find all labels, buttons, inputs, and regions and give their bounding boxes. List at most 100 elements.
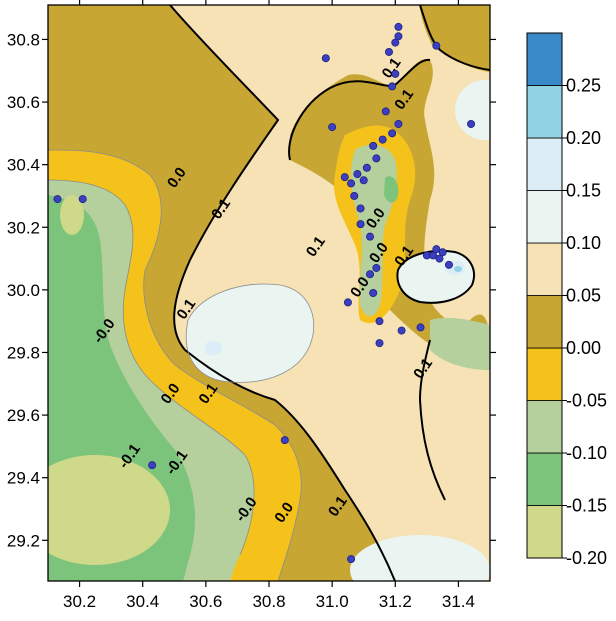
- colorbar-swatch: [526, 242, 563, 296]
- colorbar-label: 0.05: [566, 286, 601, 306]
- y-tick-label: 29.8: [7, 343, 40, 362]
- data-point: [438, 248, 447, 257]
- contour-line-0.1-main: [169, 5, 396, 581]
- colorbar-swatch: [526, 190, 563, 244]
- colorbar-label: 0.20: [566, 128, 601, 148]
- data-point: [432, 245, 441, 254]
- y-tick-label: 30.2: [7, 218, 40, 237]
- data-point: [388, 129, 397, 138]
- y-tick-label: 29.2: [7, 531, 40, 550]
- data-point: [384, 47, 393, 56]
- colorbar-label: 0.00: [566, 338, 601, 358]
- colorbar-swatch: [526, 137, 563, 191]
- data-points: [53, 22, 476, 564]
- data-point: [429, 251, 438, 260]
- data-point: [378, 135, 387, 144]
- colorbar-label: -0.15: [566, 496, 607, 516]
- data-point: [369, 288, 378, 297]
- data-point: [375, 339, 384, 348]
- colorbar: -0.20 -0.15 -0.10 -0.05 0.00 0.05 0.10 0.15 0.20…: [526, 32, 607, 568]
- band-neg0.15-neg0.10-inner: [384, 176, 399, 203]
- contour-line-thin-2: [48, 179, 255, 556]
- x-tick-label: 30.6: [189, 592, 222, 611]
- colorbar-swatch: [526, 85, 563, 139]
- data-point: [372, 263, 381, 272]
- colorbar-swatch: [526, 400, 563, 454]
- y-axis: 29.2 29.4 29.6 29.8 30.0 30.2 30.4 30.6 30.8: [7, 30, 496, 550]
- data-point: [366, 270, 375, 279]
- data-point: [356, 220, 365, 229]
- contour-line-0.1-east: [418, 339, 446, 501]
- colorbar-swatch: [526, 32, 563, 86]
- data-point: [381, 107, 390, 116]
- x-tick-label: 31.2: [379, 592, 412, 611]
- data-point: [391, 69, 400, 78]
- data-point: [356, 204, 365, 213]
- contour-line-thin-1: [48, 149, 302, 581]
- data-point: [321, 54, 330, 63]
- contour-line-0.1-east-island: [396, 249, 475, 304]
- colorbar-label: 0.10: [566, 233, 601, 253]
- data-point: [397, 326, 406, 335]
- colorbar-swatch: [526, 347, 563, 401]
- x-tick-label: 30.2: [63, 592, 96, 611]
- x-tick-label: 31.0: [316, 592, 349, 611]
- y-tick-label: 30.8: [7, 30, 40, 49]
- colorbar-label: 0.15: [566, 181, 601, 201]
- data-point: [353, 170, 362, 179]
- band-0.10-0.15-southeast: [350, 535, 490, 581]
- y-tick-label: 30.0: [7, 281, 40, 300]
- data-point: [394, 22, 403, 31]
- y-tick-label: 29.4: [7, 469, 40, 488]
- plot-area: 0.00.10.1-0.00.0 0.1-0.1 -0.1-0.0 0.0 0.10.1…: [47, 4, 491, 582]
- x-tick-label: 30.4: [126, 592, 159, 611]
- data-point: [362, 163, 371, 172]
- data-point: [347, 555, 356, 564]
- data-point: [467, 119, 476, 128]
- band-neg0.10-neg0.05-east: [430, 317, 490, 370]
- band-0.10-0.15-center: [186, 284, 314, 383]
- contour-line-thin-3: [186, 283, 314, 383]
- data-point: [369, 141, 378, 150]
- band-neg0.20-neg0.15-south: [48, 455, 170, 565]
- contour-fills: [48, 5, 490, 581]
- data-point: [148, 461, 157, 470]
- data-point: [366, 232, 375, 241]
- y-tick-label: 30.6: [7, 93, 40, 112]
- data-point: [53, 195, 62, 204]
- data-point: [347, 179, 356, 188]
- data-point: [444, 260, 453, 269]
- data-point: [394, 32, 403, 41]
- data-point: [391, 38, 400, 47]
- contour-line-0.1-inner: [288, 58, 431, 161]
- data-point: [343, 298, 352, 307]
- contour-lines: [169, 5, 490, 581]
- x-tick-label: 31.4: [442, 592, 475, 611]
- band-0.00-0.05-top-right: [420, 5, 490, 72]
- colorbar-label: -0.05: [566, 391, 607, 411]
- data-point: [350, 191, 359, 200]
- contour-line-0.1-north: [419, 5, 490, 71]
- band-0.10-0.15-northeast: [455, 80, 490, 140]
- y-tick-label: 30.4: [7, 156, 40, 175]
- band-0.20-0.25-east-island: [454, 266, 462, 272]
- data-point: [340, 173, 349, 182]
- data-point: [388, 82, 397, 91]
- data-point: [394, 119, 403, 128]
- data-point: [328, 123, 337, 132]
- y-tick-label: 29.6: [7, 406, 40, 425]
- colorbar-swatch: [526, 295, 563, 349]
- x-tick-label: 30.8: [252, 592, 285, 611]
- data-point: [435, 254, 444, 263]
- data-point: [432, 41, 441, 50]
- colorbar-label: 0.25: [566, 76, 601, 96]
- colorbar-label: -0.20: [566, 548, 607, 568]
- band-neg0.20-neg0.15-west: [60, 195, 84, 235]
- data-point: [78, 195, 87, 204]
- colorbar-swatch: [526, 452, 563, 506]
- x-axis: 30.2 30.4 30.6 30.8 31.0 31.2 31.4: [63, 0, 475, 611]
- data-point: [359, 176, 368, 185]
- band-0.15-0.20-center: [205, 340, 222, 356]
- data-point: [375, 317, 384, 326]
